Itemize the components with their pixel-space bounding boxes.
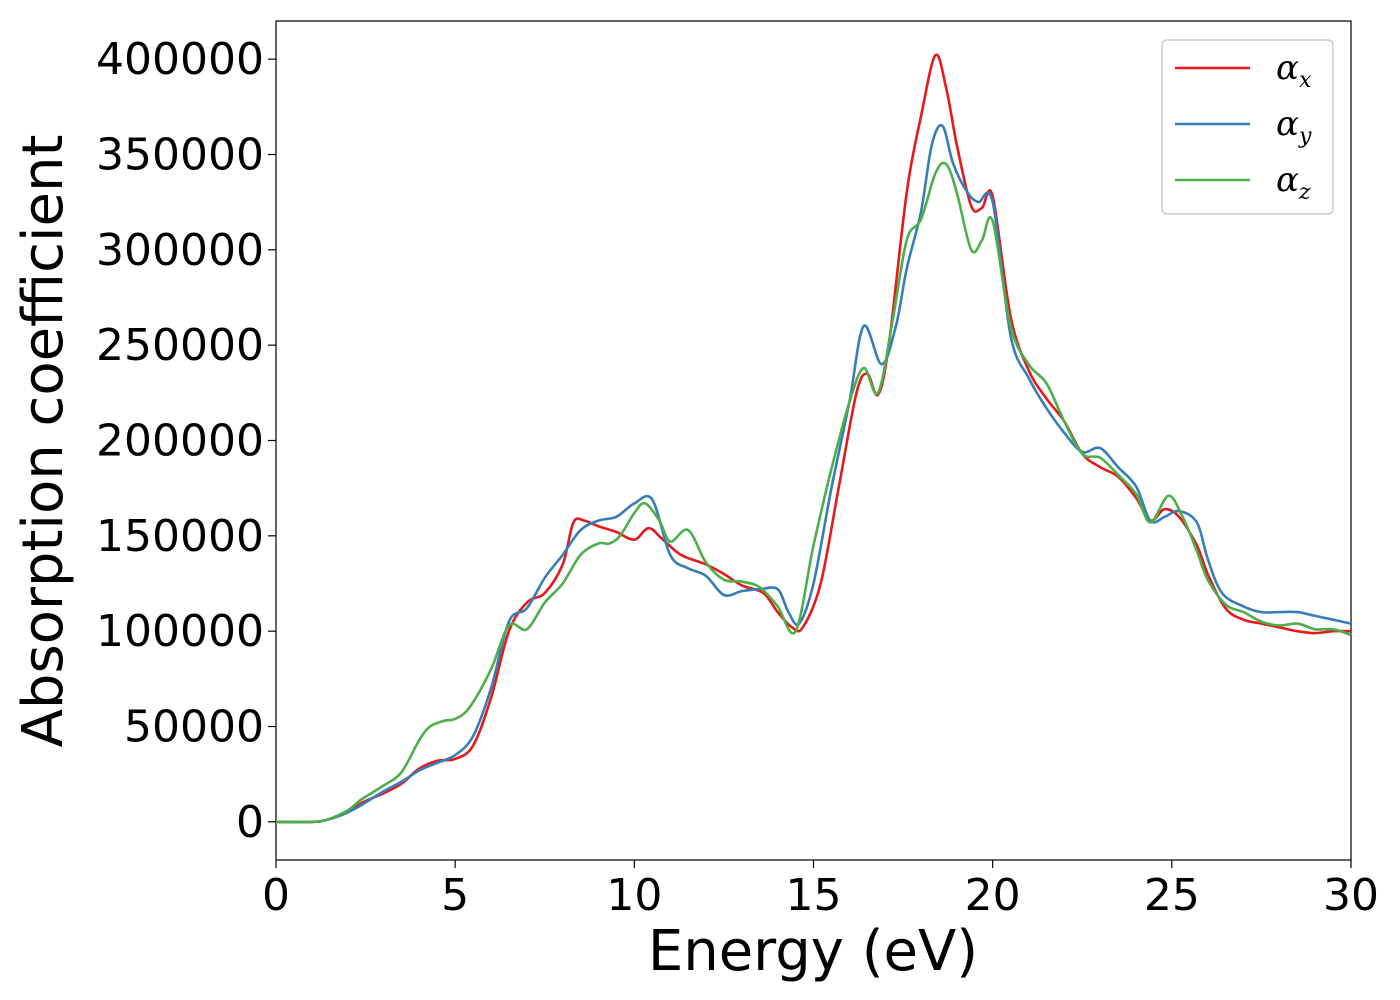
y-tick-label: 200000 (96, 416, 264, 467)
legend-box (1161, 39, 1334, 215)
x-tick-label: 30 (1323, 870, 1379, 921)
legend-label-x: αx (1276, 48, 1312, 93)
x-tick-label: 5 (441, 870, 469, 921)
y-axis-label: Absorption coefficient (11, 135, 76, 748)
y-axis-ticks: 0 50000 100000 150000 200000 250000 300000 3500… (96, 34, 276, 848)
x-axis-ticks: 0 5 10 15 20 25 30 (262, 860, 1379, 921)
legend: αx αy αz (1161, 39, 1334, 215)
series-lines (275, 53, 1352, 824)
legend-label-z: αz (1276, 160, 1311, 205)
y-tick-label: 0 (236, 797, 264, 848)
y-tick-label: 250000 (96, 320, 264, 371)
series-line-z (275, 161, 1352, 824)
x-tick-label: 0 (262, 870, 290, 921)
y-tick-label: 50000 (124, 702, 264, 753)
y-tick-label: 100000 (96, 606, 264, 657)
x-tick-label: 15 (786, 870, 842, 921)
y-tick-label: 400000 (96, 34, 264, 85)
y-tick-label: 300000 (96, 225, 264, 276)
x-tick-label: 20 (965, 870, 1021, 921)
x-tick-label: 25 (1144, 870, 1200, 921)
legend-label-y: αy (1276, 104, 1312, 149)
series-line-x (275, 53, 1352, 824)
x-tick-label: 10 (606, 870, 662, 921)
y-tick-label: 350000 (96, 129, 264, 180)
y-tick-label: 150000 (96, 511, 264, 562)
x-axis-label: Energy (eV) (648, 919, 978, 984)
